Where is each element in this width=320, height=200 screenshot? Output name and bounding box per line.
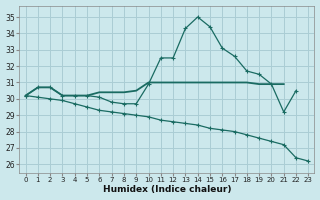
X-axis label: Humidex (Indice chaleur): Humidex (Indice chaleur) [103, 185, 231, 194]
